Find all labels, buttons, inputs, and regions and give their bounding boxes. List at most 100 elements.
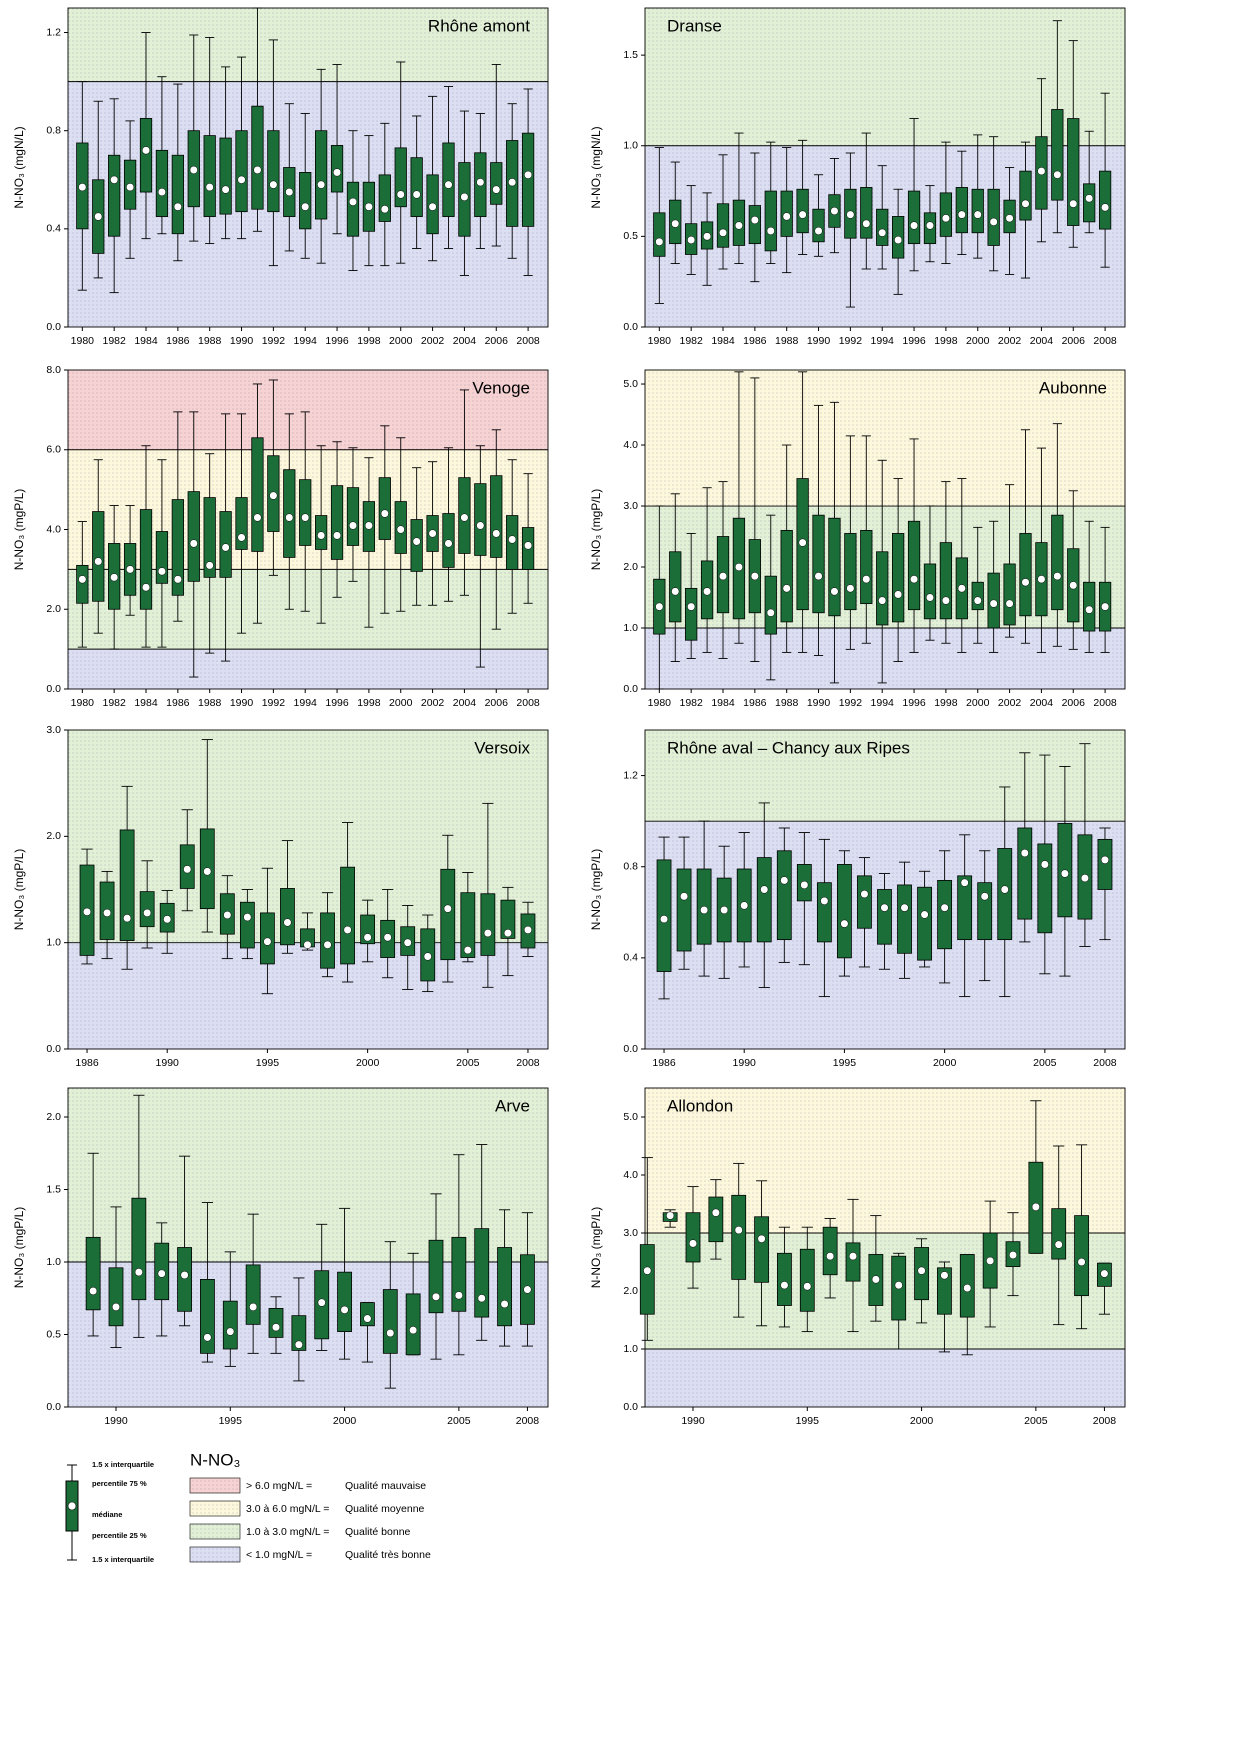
median xyxy=(846,584,855,593)
y-tick-label: 0.0 xyxy=(623,683,638,695)
median xyxy=(157,187,166,197)
median xyxy=(363,1314,372,1323)
median xyxy=(760,885,769,894)
x-tick-label: 2000 xyxy=(356,1057,380,1069)
median xyxy=(980,892,989,901)
median xyxy=(718,228,728,237)
x-tick-label: 2004 xyxy=(453,335,477,347)
plot-frame xyxy=(67,7,549,328)
median xyxy=(1037,167,1046,176)
box xyxy=(442,142,455,217)
box xyxy=(410,157,423,217)
box xyxy=(917,886,932,961)
median xyxy=(503,929,512,938)
x-tick-label: 1998 xyxy=(357,697,381,709)
median xyxy=(680,892,689,901)
x-tick-label: 1998 xyxy=(934,335,958,347)
y-tick-label: 1.0 xyxy=(623,1343,638,1355)
box xyxy=(1051,1208,1067,1260)
x-tick-label: 1982 xyxy=(102,697,126,709)
box-key: 1.5 x interquartile percentile 75 % médi… xyxy=(65,1460,154,1564)
median xyxy=(1080,874,1089,883)
legend-label: Qualité moyenne xyxy=(345,1503,425,1515)
median xyxy=(126,183,135,192)
median xyxy=(941,214,950,223)
median xyxy=(78,575,87,584)
median xyxy=(1008,1250,1018,1260)
median xyxy=(173,202,182,211)
box xyxy=(764,190,777,252)
x-tick-label: 1988 xyxy=(198,335,222,347)
box xyxy=(997,848,1013,941)
legend-title: N-NO₃ xyxy=(190,1450,240,1469)
median xyxy=(301,202,310,211)
median xyxy=(126,565,135,574)
x-tick-label: 2008 xyxy=(1093,335,1117,347)
box xyxy=(440,868,456,961)
box xyxy=(219,137,232,215)
median xyxy=(173,575,182,584)
median xyxy=(431,1292,441,1301)
median xyxy=(317,180,326,189)
box xyxy=(816,882,832,943)
box xyxy=(337,1271,352,1333)
median xyxy=(111,1302,121,1311)
box xyxy=(937,1267,952,1315)
box xyxy=(139,118,153,193)
x-tick-label: 1986 xyxy=(743,697,767,709)
quality-band xyxy=(68,1262,548,1407)
box xyxy=(299,172,312,230)
median xyxy=(1085,194,1094,203)
x-tick-label: 2000 xyxy=(966,697,990,709)
box xyxy=(500,899,516,939)
median xyxy=(814,572,823,581)
key-label: percentile 25 % xyxy=(92,1531,147,1540)
box xyxy=(460,892,476,958)
median xyxy=(500,1300,509,1309)
box xyxy=(857,875,872,929)
median xyxy=(364,521,373,530)
median xyxy=(734,1226,743,1235)
median xyxy=(82,907,92,916)
box xyxy=(844,533,857,611)
key-median xyxy=(67,1501,77,1511)
median xyxy=(340,1305,349,1314)
x-tick-label: 1996 xyxy=(902,697,926,709)
box xyxy=(776,850,792,941)
x-tick-label: 1986 xyxy=(652,1057,676,1069)
x-tick-label: 1994 xyxy=(294,697,318,709)
box xyxy=(685,1212,701,1263)
median xyxy=(720,905,729,915)
box xyxy=(139,509,153,610)
x-tick-label: 1982 xyxy=(679,335,703,347)
median xyxy=(263,937,272,946)
quality-band xyxy=(68,8,548,82)
plot-frame xyxy=(644,369,1126,690)
box xyxy=(955,187,968,234)
median xyxy=(826,1252,835,1261)
box xyxy=(346,487,360,546)
box xyxy=(971,581,984,611)
box xyxy=(268,1308,284,1338)
box xyxy=(957,875,973,941)
median xyxy=(973,596,982,605)
x-tick-label: 1988 xyxy=(198,697,222,709)
box xyxy=(1019,533,1032,617)
box xyxy=(892,533,905,623)
x-tick-label: 1996 xyxy=(325,335,349,347)
legend-swatch xyxy=(189,1500,241,1517)
box xyxy=(378,174,391,222)
median xyxy=(782,212,791,221)
median xyxy=(941,596,950,605)
x-tick-label: 1994 xyxy=(294,335,318,347)
median xyxy=(89,1286,98,1296)
y-tick-label: 2.0 xyxy=(623,1285,638,1297)
median xyxy=(283,918,292,927)
median xyxy=(403,938,412,947)
x-tick-label: 1980 xyxy=(648,335,672,347)
panel-title: Rhône amont xyxy=(428,16,530,35)
box xyxy=(251,105,264,210)
median xyxy=(476,178,485,187)
median xyxy=(848,1252,858,1261)
x-tick-label: 1998 xyxy=(357,335,381,347)
